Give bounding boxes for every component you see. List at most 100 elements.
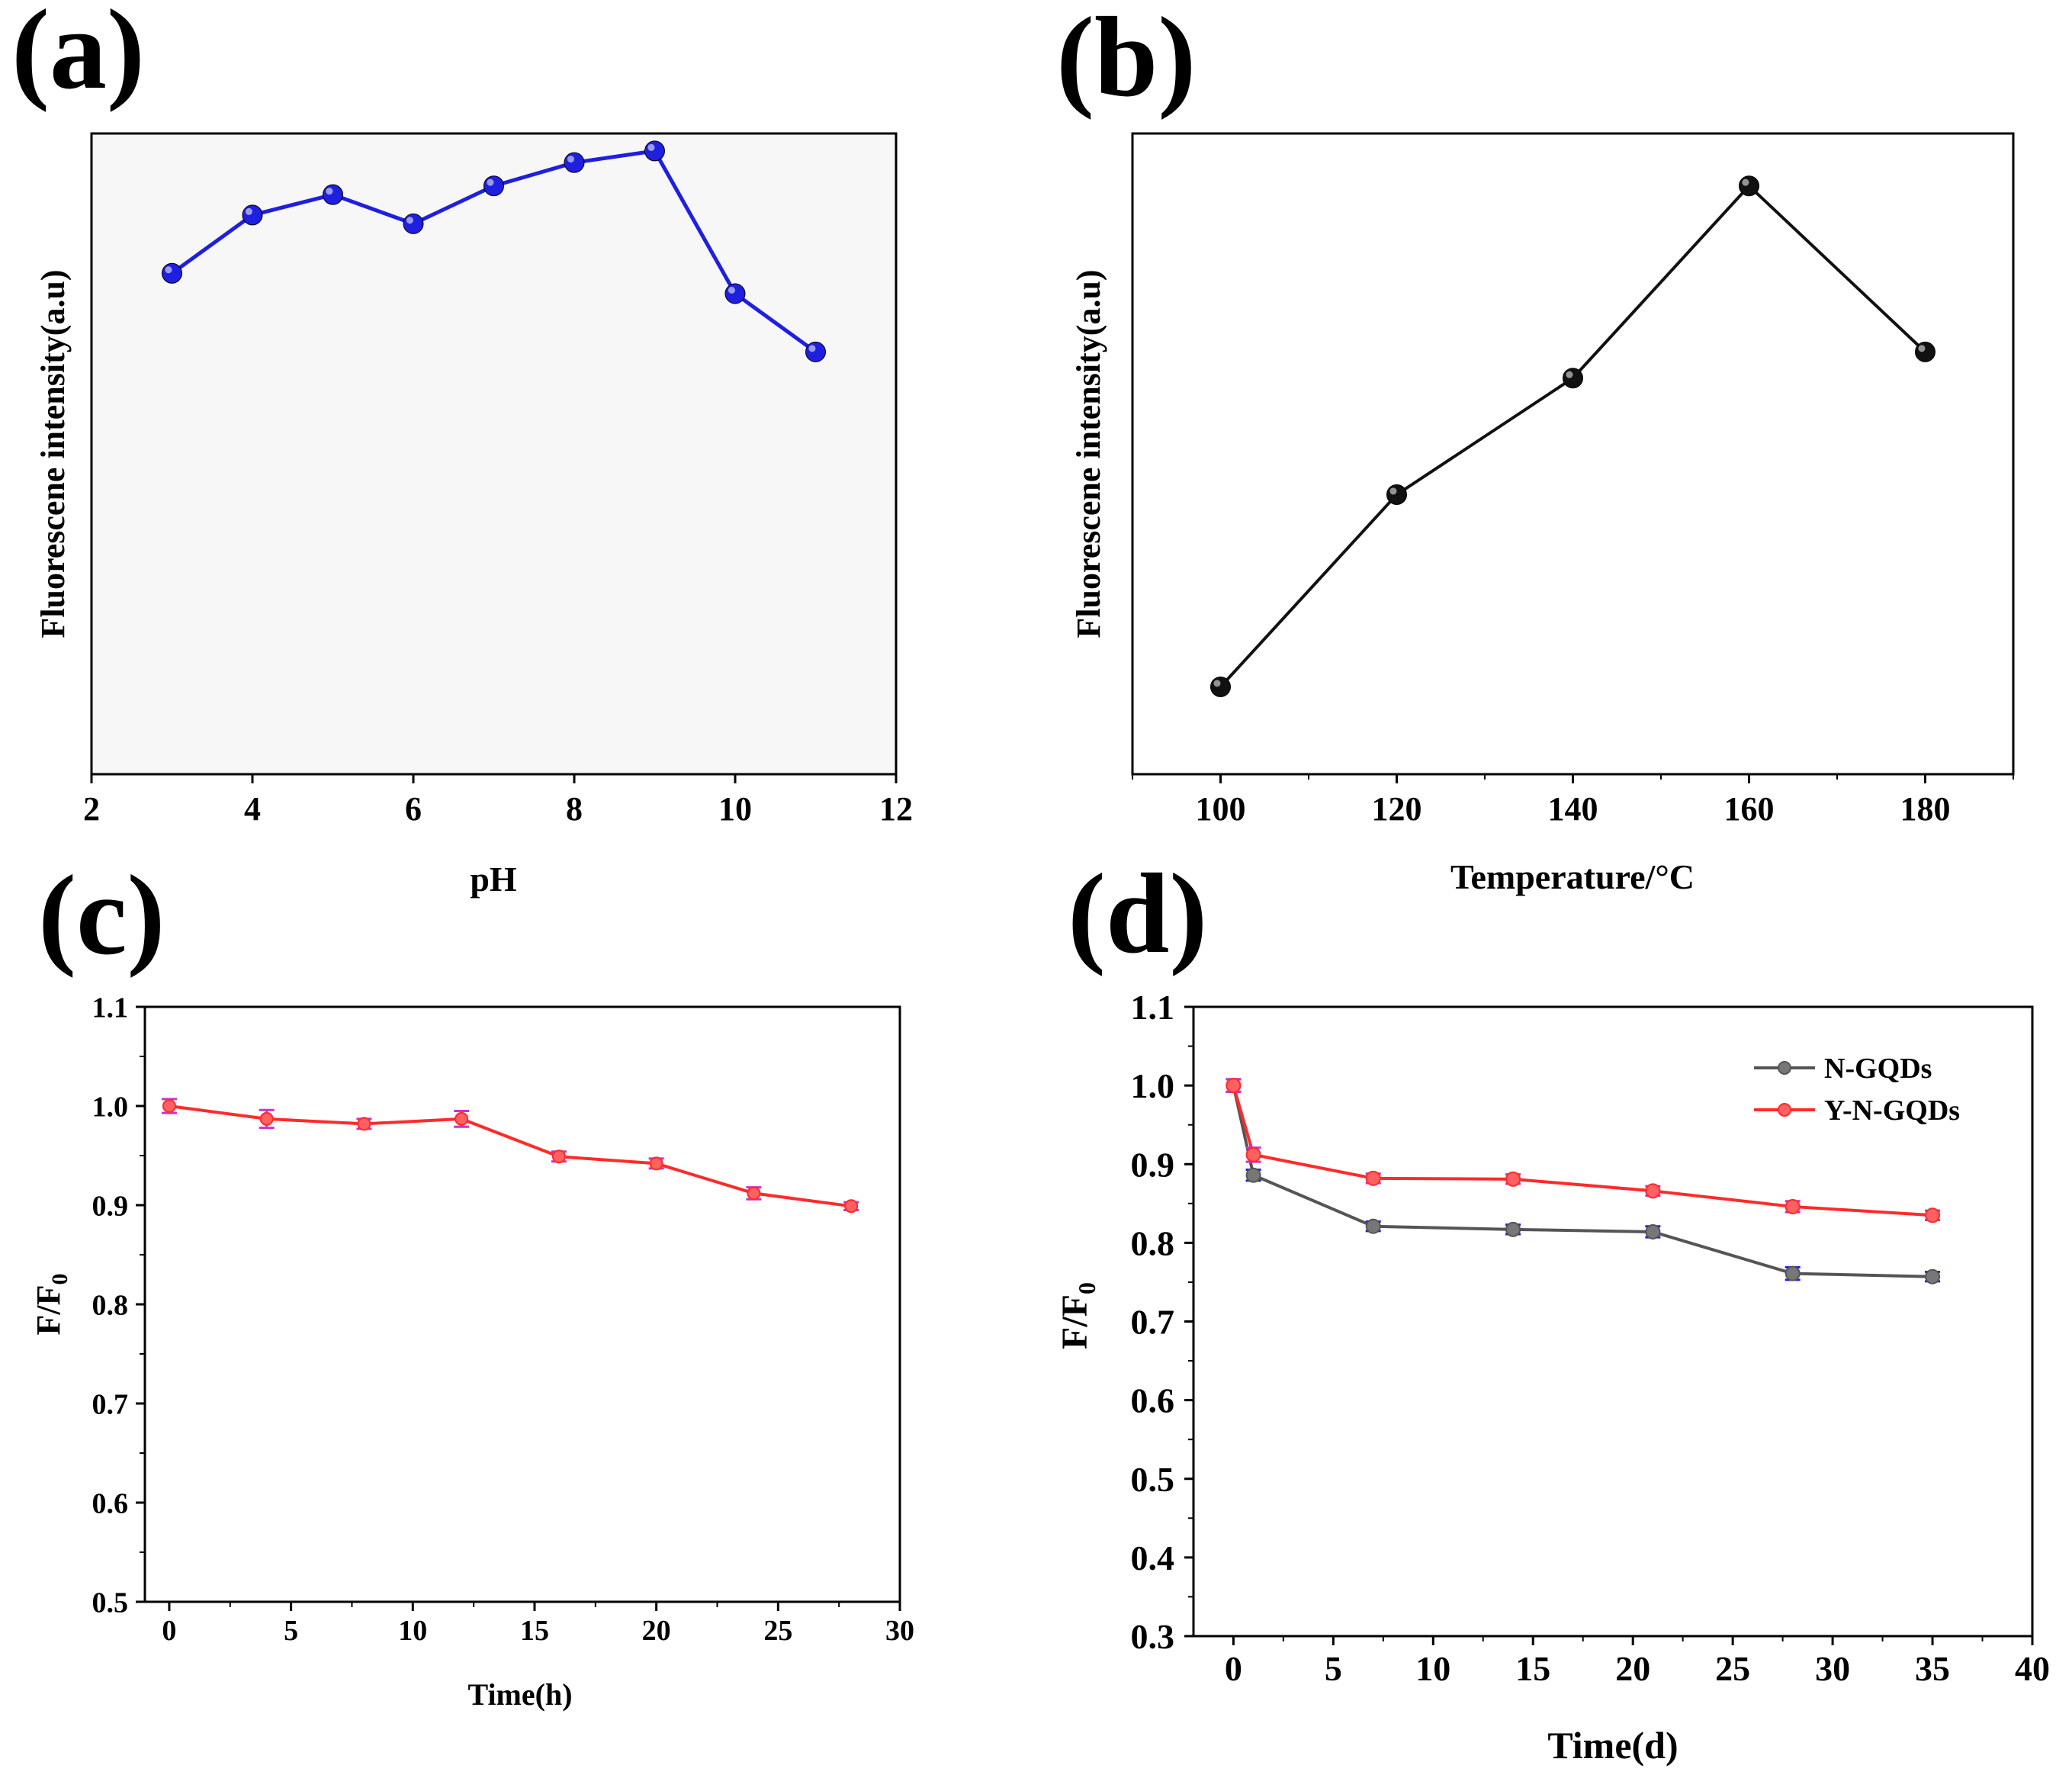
legend-marker	[1778, 1061, 1791, 1075]
y-tick-label: 0.5	[92, 1587, 129, 1619]
data-point-highlight	[245, 207, 253, 215]
data-point	[1210, 676, 1231, 697]
data-point	[1739, 175, 1759, 197]
x-tick-label: 0	[162, 1615, 176, 1647]
x-tick-label: 40	[2015, 1649, 2050, 1688]
panel-d: (d) 0 5 10 15 20 25 30 35 40 0.3 0.4 0.5 0.6 0.7 0.8 0.…	[1055, 850, 2050, 1767]
panel-a-x-axis-title: pH	[470, 860, 517, 899]
data-point	[1386, 484, 1407, 505]
data-point	[1784, 1265, 1801, 1281]
y-tick-label: 1.1	[1131, 988, 1175, 1027]
data-point	[1365, 1170, 1381, 1186]
y-tick-label: 0.6	[92, 1487, 129, 1519]
data-point-highlight	[1918, 345, 1926, 352]
data-point	[162, 1099, 176, 1113]
data-point-highlight	[1213, 680, 1221, 687]
data-point	[1245, 1146, 1261, 1162]
x-tick-label: 100	[1196, 790, 1246, 828]
panel-a-plot-background	[92, 133, 896, 774]
data-point	[805, 341, 826, 362]
data-point	[551, 1149, 566, 1164]
data-point	[403, 213, 424, 234]
data-point-highlight	[1742, 178, 1749, 186]
panel-b-y-axis-title: Fluorescene intensity(a.u)	[1070, 269, 1107, 638]
x-tick-label: 2	[83, 790, 100, 828]
panel-d-x-axis-title: Time(d)	[1547, 1724, 1678, 1767]
x-tick-label: 25	[763, 1615, 792, 1647]
data-point	[844, 1199, 859, 1214]
panel-c: (c) 0 5 10 15 20 25 30 0.5 0.6 0.7 0.8 0.9 1.0 1.1 Ti…	[30, 852, 914, 1712]
x-tick-label: 10	[718, 790, 752, 828]
panel-c-plot: 0 5 10 15 20 25 30 0.5 0.6 0.7 0.8 0.9 1.0 1.1	[92, 992, 915, 1647]
plot-frame	[1131, 132, 2015, 776]
data-point	[1645, 1223, 1661, 1239]
data-point	[1925, 1207, 1941, 1223]
data-point	[162, 262, 182, 284]
panel-b-x-axis-title: Temperature/°C	[1450, 857, 1695, 896]
panel-b: (b) 100 120 140 160 180 Temperature/°C Fluor…	[1056, 0, 2015, 896]
data-point	[1563, 368, 1583, 389]
data-point-highlight	[808, 345, 816, 352]
data-point	[1226, 1078, 1242, 1094]
data-point-highlight	[567, 156, 574, 163]
panel-d-y-axis-title: F/F0	[1055, 1282, 1100, 1349]
y-tick-label: 0.7	[92, 1388, 129, 1420]
y-tick-label: 0.3	[1131, 1617, 1175, 1656]
panel-d-label: (d)	[1068, 850, 1207, 977]
x-tick-label: 120	[1372, 790, 1422, 828]
panel-a-plot: 2 4 6 8 10 12	[83, 132, 913, 828]
y-tick-label: 0.5	[1131, 1460, 1175, 1499]
data-point	[564, 152, 585, 173]
x-tick-label: 15	[520, 1615, 549, 1647]
y-tick-label: 0.9	[92, 1190, 129, 1222]
x-tick-label: 30	[885, 1615, 914, 1647]
series-line-f-f0	[169, 1104, 852, 1208]
data-point	[644, 140, 665, 162]
y-tick-label: 0.4	[1131, 1538, 1175, 1577]
data-point	[259, 1111, 274, 1126]
x-tick-label: 10	[398, 1615, 427, 1647]
x-tick-label: 15	[1515, 1649, 1550, 1688]
data-point	[1365, 1218, 1381, 1234]
x-tick-label: 5	[1325, 1649, 1342, 1688]
data-point	[483, 175, 504, 197]
x-tick-label: 20	[642, 1615, 671, 1647]
data-point	[1925, 1268, 1941, 1284]
x-tick-label: 4	[244, 790, 261, 828]
y-tick-label: 0.8	[92, 1289, 129, 1321]
panel-d-plot: 0 5 10 15 20 25 30 35 40 0.3 0.4 0.5 0.6 0.7 0.8 0.9 1.0…	[1131, 988, 2051, 1688]
legend-label: Y-N-GQDs	[1824, 1095, 1960, 1127]
x-tick-label: 30	[1815, 1649, 1850, 1688]
y-tick-label: 1.0	[92, 1091, 129, 1123]
data-point-highlight	[487, 178, 494, 186]
series-line-temperature	[1219, 184, 1926, 688]
x-tick-label: 0	[1225, 1649, 1242, 1688]
data-point-highlight	[1389, 487, 1397, 495]
x-tick-label: 180	[1900, 790, 1951, 828]
data-point-highlight	[326, 188, 333, 195]
data-point	[242, 204, 263, 226]
panel-c-y-axis-title: F/F0	[30, 1274, 72, 1336]
panel-a: (a) 2 4 6 8 10 12 pH Fluorescene intensity(a.…	[11, 0, 913, 899]
panel-a-label: (a)	[11, 0, 145, 113]
legend-label: N-GQDs	[1824, 1053, 1932, 1085]
legend-marker	[1778, 1103, 1791, 1117]
y-tick-label: 1.0	[1131, 1066, 1175, 1105]
x-tick-label: 10	[1415, 1649, 1450, 1688]
y-tick-label: 0.9	[1131, 1145, 1175, 1184]
x-tick-label: 12	[879, 790, 913, 828]
panel-d-y-axis-title-main: F/F	[1055, 1294, 1095, 1349]
panel-c-y-axis-title-main: F/F	[30, 1285, 67, 1336]
x-tick-label: 35	[1915, 1649, 1950, 1688]
x-tick-label: 6	[405, 790, 422, 828]
y-tick-label: 0.6	[1131, 1381, 1175, 1420]
data-point-highlight	[165, 266, 172, 274]
panel-b-plot: 100 120 140 160 180	[1131, 132, 2015, 828]
data-point	[1915, 341, 1935, 362]
panel-b-label: (b)	[1056, 0, 1196, 121]
panel-c-x-axis-title: Time(h)	[467, 1677, 572, 1712]
data-point-highlight	[647, 143, 655, 151]
y-tick-label: 0.8	[1131, 1223, 1175, 1262]
x-tick-label: 5	[284, 1615, 298, 1647]
